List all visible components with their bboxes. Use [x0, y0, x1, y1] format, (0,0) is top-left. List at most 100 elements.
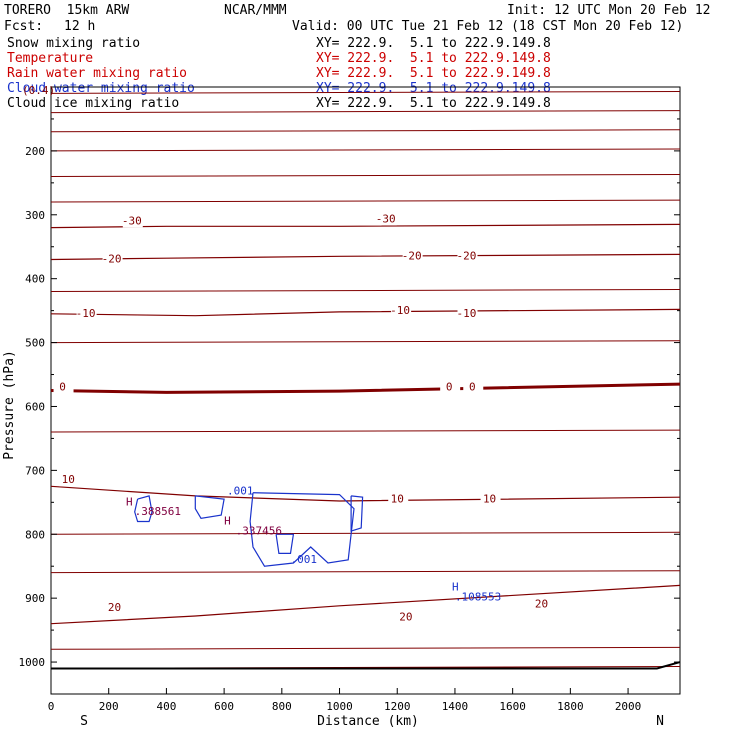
x-tick-label: 400: [156, 700, 176, 713]
maximum-label: .388561: [135, 505, 181, 518]
isotherm-line: [50, 382, 681, 394]
x-tick-label: 1400: [442, 700, 469, 713]
isotherm-label-bg: [59, 474, 80, 487]
isotherm-label-bg: [53, 381, 74, 394]
background-isotherm: [50, 199, 681, 203]
isotherm-label: -10: [390, 304, 410, 317]
y-tick-label: 900: [25, 592, 45, 605]
maximum-label: H: [126, 496, 133, 509]
isotherm-label-bg: [76, 308, 97, 321]
plot-border: [50, 86, 681, 695]
isotherm-label-bg: [457, 250, 478, 263]
x-tick-label: 0: [48, 700, 55, 713]
legend-cloud-ice-name: Cloud ice mixing ratio: [7, 96, 180, 111]
maximum-label: H: [224, 515, 231, 528]
valid-time: Valid: 00 UTC Tue 21 Feb 12 (18 CST Mon …: [292, 19, 684, 34]
isotherm-label: 20: [108, 601, 121, 614]
y-tick-label: 800: [25, 528, 45, 541]
background-isotherm: [50, 340, 681, 344]
y-tick-label: 700: [25, 464, 45, 477]
isotherm-label: 0: [446, 381, 453, 394]
legend-cloud-water-xy: XY= 222.9. 5.1 to 222.9.149.8: [316, 81, 551, 96]
isotherm-label-bg: [376, 213, 397, 226]
x-tick-label: 600: [214, 700, 234, 713]
background-isotherm: [50, 531, 681, 535]
cloud-water-contour: [194, 495, 225, 519]
x-tick-label: 1800: [557, 700, 584, 713]
isotherm-label-bg: [396, 611, 417, 624]
x-tick-label: 1600: [499, 700, 526, 713]
background-isotherm: [50, 174, 681, 177]
cloud-water-label: .108553: [455, 591, 501, 604]
isotherm-label: -30: [376, 212, 396, 225]
isotherm-label-bg: [402, 250, 423, 263]
x-tick-label: 1000: [326, 700, 353, 713]
isotherm-label-bg: [463, 381, 484, 394]
isotherm-label-bg: [388, 493, 409, 506]
isotherm-label: -20: [457, 250, 477, 263]
isotherm-line: [50, 223, 681, 229]
y-tick-label: 200: [25, 145, 45, 158]
isotherm-label: -20: [402, 250, 422, 263]
isotherm-label: 10: [391, 492, 404, 505]
contour-labels: -30 -30 -20 -20 -20 -10 -10 -10 0 0 0 10 10 10 20 20 20.…: [53, 212, 553, 624]
legend-snow-name: Snow mixing ratio: [7, 36, 141, 51]
isotherm-label-bg: [102, 253, 123, 266]
y-axis-label: Pressure (hPa): [2, 350, 17, 460]
isotherm-label-bg: [532, 598, 553, 611]
surface-line: [51, 661, 681, 670]
background-isotherm: [50, 570, 681, 574]
legend-rain-xy: XY= 222.9. 5.1 to 222.9.149.8: [316, 66, 551, 81]
background-isotherm: [50, 646, 681, 650]
y-tick-label: 300: [25, 209, 45, 222]
y-tick-label: 400: [25, 273, 45, 286]
isotherm-label-bg: [457, 308, 478, 321]
isotherm-label-bg: [391, 304, 412, 317]
cloud-water-label: .001: [227, 485, 254, 498]
north-label: N: [656, 714, 664, 729]
cloud-water-contour: [249, 492, 355, 567]
isotherm-label-bg: [440, 381, 461, 394]
plot-frame: [50, 86, 681, 695]
isotherm-label: -10: [457, 307, 477, 320]
forecast-label: Fcst:: [4, 19, 44, 34]
forecast-hour: 12 h: [64, 19, 96, 34]
legend-cloud-water-name: Cloud water mixing ratio: [7, 81, 195, 96]
isotherm-label: -20: [102, 253, 122, 266]
isotherm-label: 20: [535, 598, 548, 611]
x-tick-label: 800: [272, 700, 292, 713]
init-time: Init: 12 UTC Mon 20 Feb 12: [507, 3, 711, 18]
maximum-label: .337456: [236, 524, 282, 537]
isotherm-label-bg: [480, 493, 501, 506]
background-isotherm: [50, 289, 681, 292]
cloud-water-label: H: [452, 580, 459, 593]
isotherm-label: 0: [469, 381, 476, 394]
axis-ticks: 0 200 400 600 800 1000 1200 1400 1600 1800 2000200…: [19, 118, 680, 713]
isotherm-label: 0: [59, 381, 66, 394]
x-tick-label: 200: [99, 700, 119, 713]
cloud-water-label: .001: [290, 553, 317, 566]
cloud-water-contour: [134, 495, 153, 523]
isotherm-label: 20: [399, 611, 412, 624]
isotherm-label: -10: [76, 307, 96, 320]
org-label: NCAR/MMM: [224, 3, 287, 18]
isotherm-label: 10: [483, 492, 496, 505]
isotherm-line: [50, 308, 681, 317]
legend-rain-name: Rain water mixing ratio: [7, 66, 188, 81]
background-isotherm: [50, 429, 681, 433]
south-label: S: [80, 714, 88, 729]
cloud-water-contours: [134, 492, 364, 567]
isotherm-label-bg: [105, 601, 126, 614]
legend-snow-xy: XY= 222.9. 5.1 to 222.9.149.8: [316, 36, 551, 51]
isotherm-line: [50, 584, 681, 625]
legend-temperature-xy: XY= 222.9. 5.1 to 222.9.149.8: [316, 51, 551, 66]
y-tick-label: 1000: [19, 656, 46, 669]
x-tick-label: 2000: [615, 700, 642, 713]
background-isotherm: [50, 666, 681, 669]
isotherms: [50, 91, 681, 670]
cloud-water-contour: [275, 533, 295, 554]
isotherm-label: -30: [122, 214, 142, 227]
legend-temperature-name: Temperature: [7, 51, 94, 66]
background-isotherm: [50, 148, 681, 152]
